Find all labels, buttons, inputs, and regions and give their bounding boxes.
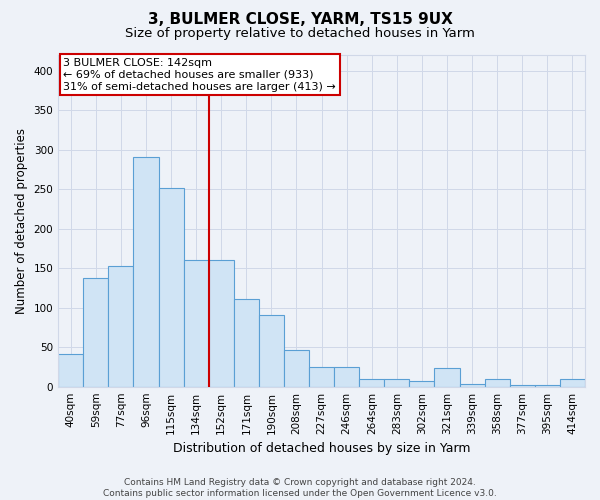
Bar bbox=[209, 260, 234, 386]
Text: 3, BULMER CLOSE, YARM, TS15 9UX: 3, BULMER CLOSE, YARM, TS15 9UX bbox=[148, 12, 452, 28]
Bar bbox=[434, 368, 460, 386]
X-axis label: Distribution of detached houses by size in Yarm: Distribution of detached houses by size … bbox=[173, 442, 470, 455]
Text: 3 BULMER CLOSE: 142sqm
← 69% of detached houses are smaller (933)
31% of semi-de: 3 BULMER CLOSE: 142sqm ← 69% of detached… bbox=[64, 58, 336, 92]
Bar bbox=[158, 188, 184, 386]
Bar bbox=[334, 367, 359, 386]
Bar bbox=[234, 299, 259, 386]
Bar bbox=[58, 354, 83, 386]
Bar bbox=[359, 379, 385, 386]
Text: Size of property relative to detached houses in Yarm: Size of property relative to detached ho… bbox=[125, 28, 475, 40]
Bar bbox=[510, 385, 535, 386]
Bar bbox=[309, 367, 334, 386]
Bar bbox=[485, 379, 510, 386]
Bar bbox=[560, 379, 585, 386]
Text: Contains HM Land Registry data © Crown copyright and database right 2024.
Contai: Contains HM Land Registry data © Crown c… bbox=[103, 478, 497, 498]
Bar bbox=[83, 278, 109, 386]
Y-axis label: Number of detached properties: Number of detached properties bbox=[15, 128, 28, 314]
Bar bbox=[284, 350, 309, 386]
Bar bbox=[184, 260, 209, 386]
Bar bbox=[259, 315, 284, 386]
Bar bbox=[409, 381, 434, 386]
Bar bbox=[109, 266, 133, 386]
Bar bbox=[535, 385, 560, 386]
Bar bbox=[385, 379, 409, 386]
Bar bbox=[460, 384, 485, 386]
Bar bbox=[133, 157, 158, 386]
